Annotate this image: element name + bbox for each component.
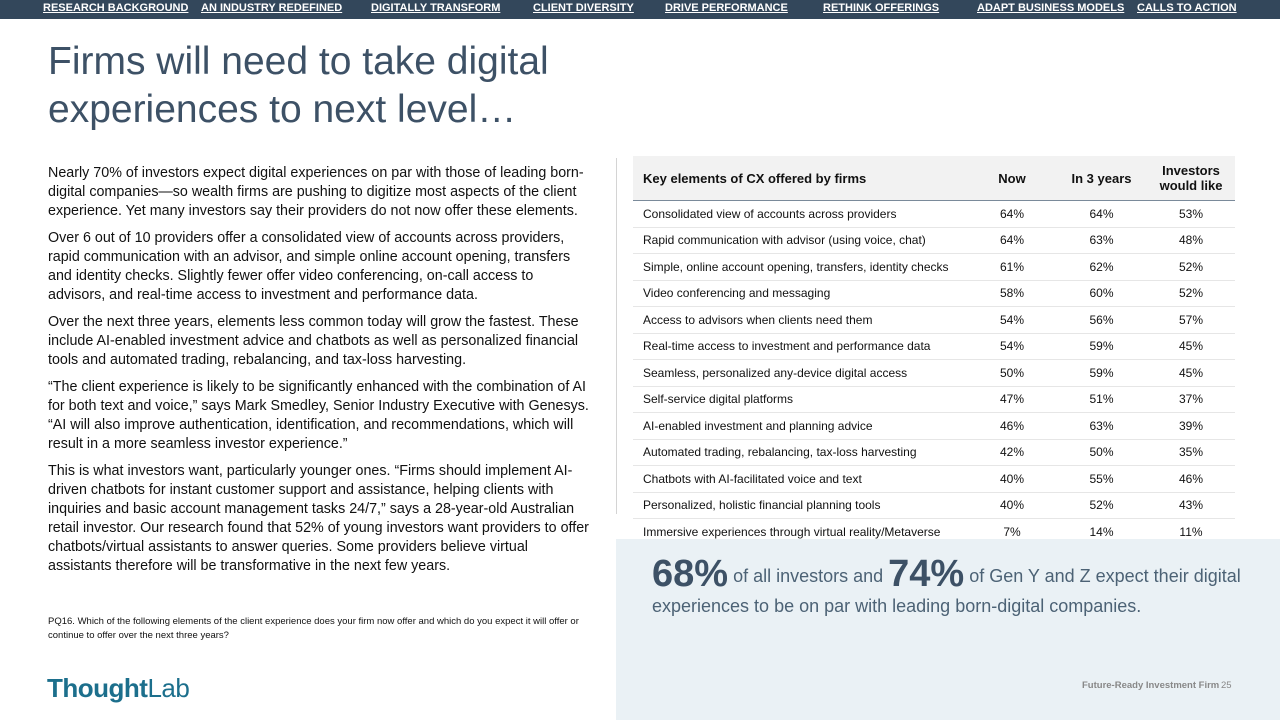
table-cell-3-years: 51% (1056, 386, 1147, 413)
nav-calls-to-action[interactable]: CALLS TO ACTION (1137, 2, 1237, 14)
nav-research-background[interactable]: RESEARCH BACKGROUND (43, 2, 189, 14)
stat-gen-yz: 74% (888, 553, 965, 595)
table-row: Real-time access to investment and perfo… (633, 333, 1235, 360)
table-header-row: Key elements of CX offered by firms Now … (633, 156, 1235, 201)
table-cell-element: Seamless, personalized any-device digita… (633, 359, 968, 387)
table-row: Self-service digital platforms 47% 51% 37% (633, 386, 1235, 413)
stat-callout: 68% of all investors and 74% of Gen Y an… (616, 539, 1280, 720)
page-title: Firms will need to take digital experien… (48, 40, 549, 131)
paragraph: This is what investors want, particularl… (48, 463, 589, 574)
table-cell-element: Real-time access to investment and perfo… (633, 333, 968, 360)
nav-digitally-transform[interactable]: DIGITALLY TRANSFORM (371, 2, 501, 14)
table-row: Automated trading, rebalancing, tax-loss… (633, 439, 1235, 466)
table-cell-investors-would-like: 37% (1147, 386, 1235, 413)
paragraph: Over the next three years, elements less… (48, 314, 579, 368)
column-header-3-years: In 3 years (1056, 156, 1147, 201)
table-cell-3-years: 52% (1056, 492, 1147, 519)
paragraph: Over 6 out of 10 providers offer a conso… (48, 230, 571, 303)
table-cell-element: Access to advisors when clients need the… (633, 306, 968, 334)
footnote: PQ16. Which of the following elements of… (48, 616, 579, 641)
table-cell-now: 40% (968, 492, 1056, 519)
table-cell-now: 40% (968, 465, 1056, 493)
nav-rethink-offerings[interactable]: RETHINK OFFERINGS (823, 2, 940, 14)
table-row: AI-enabled investment and planning advic… (633, 412, 1235, 440)
nav-adapt-business-models[interactable]: ADAPT BUSINESS MODELS (977, 2, 1125, 14)
table-row: Access to advisors when clients need the… (633, 306, 1235, 334)
table-cell-element: Self-service digital platforms (633, 386, 968, 413)
table-cell-investors-would-like: 45% (1147, 333, 1235, 360)
table-cell-element: Personalized, holistic financial plannin… (633, 492, 968, 519)
paragraph: Nearly 70% of investors expect digital e… (48, 165, 584, 219)
stat-all-investors: 68% (652, 553, 729, 595)
divider (616, 158, 617, 514)
table-cell-investors-would-like: 35% (1147, 439, 1235, 466)
table-row: Seamless, personalized any-device digita… (633, 359, 1235, 387)
table-cell-investors-would-like: 45% (1147, 359, 1235, 387)
callout-text: 68% of all investors and 74% of Gen Y an… (652, 553, 1241, 616)
table-cell-investors-would-like: 39% (1147, 412, 1235, 440)
table-cell-investors-would-like: 52% (1147, 280, 1235, 307)
table-cell-3-years: 64% (1056, 200, 1147, 228)
table-cell-3-years: 56% (1056, 306, 1147, 334)
paragraph: “The client experience is likely to be s… (48, 379, 589, 452)
nav-industry-redefined[interactable]: AN INDUSTRY REDEFINED (201, 2, 343, 14)
table-cell-element: Chatbots with AI-facilitated voice and t… (633, 465, 968, 493)
thoughtlab-logo: ThoughtLab (47, 673, 190, 703)
table-cell-investors-would-like: 48% (1147, 227, 1235, 254)
table-cell-3-years: 59% (1056, 359, 1147, 387)
cx-elements-table: Key elements of CX offered by firms Now … (633, 156, 1235, 546)
table-cell-investors-would-like: 53% (1147, 200, 1235, 228)
table-cell-now: 42% (968, 439, 1056, 466)
table-cell-now: 54% (968, 306, 1056, 334)
table-cell-3-years: 59% (1056, 333, 1147, 360)
table-cell-3-years: 50% (1056, 439, 1147, 466)
table-cell-element: Video conferencing and messaging (633, 280, 968, 307)
table-cell-element: AI-enabled investment and planning advic… (633, 412, 968, 440)
table-cell-now: 64% (968, 227, 1056, 254)
table-cell-element: Consolidated view of accounts across pro… (633, 200, 968, 228)
column-header-investors-would-like: Investors would like (1147, 156, 1235, 201)
table-cell-now: 47% (968, 386, 1056, 413)
column-header-element: Key elements of CX offered by firms (633, 156, 968, 201)
table-cell-now: 61% (968, 253, 1056, 281)
table-cell-now: 58% (968, 280, 1056, 307)
top-navigation: RESEARCH BACKGROUND AN INDUSTRY REDEFINE… (0, 0, 1280, 19)
table-cell-now: 50% (968, 359, 1056, 387)
table-cell-3-years: 63% (1056, 412, 1147, 440)
table-cell-3-years: 60% (1056, 280, 1147, 307)
table-row: Rapid communication with advisor (using … (633, 227, 1235, 254)
table-cell-3-years: 62% (1056, 253, 1147, 281)
table-cell-now: 54% (968, 333, 1056, 360)
table-cell-element: Automated trading, rebalancing, tax-loss… (633, 439, 968, 466)
table-cell-investors-would-like: 43% (1147, 492, 1235, 519)
table-cell-investors-would-like: 52% (1147, 253, 1235, 281)
table-cell-now: 46% (968, 412, 1056, 440)
table-cell-now: 64% (968, 200, 1056, 228)
body-text: Nearly 70% of investors expect digital e… (48, 164, 593, 584)
table-row: Consolidated view of accounts across pro… (633, 200, 1235, 228)
nav-client-diversity[interactable]: CLIENT DIVERSITY (533, 2, 634, 14)
nav-drive-performance[interactable]: DRIVE PERFORMANCE (665, 2, 788, 14)
table-row: Simple, online account opening, transfer… (633, 253, 1235, 281)
table-cell-element: Rapid communication with advisor (using … (633, 227, 968, 254)
table-cell-investors-would-like: 57% (1147, 306, 1235, 334)
table-cell-3-years: 63% (1056, 227, 1147, 254)
footer-label: Future-Ready Investment Firm (1082, 680, 1220, 691)
table-cell-element: Simple, online account opening, transfer… (633, 253, 968, 281)
table-row: Video conferencing and messaging 58% 60% 52… (633, 280, 1235, 307)
column-header-now: Now (968, 156, 1056, 201)
table-cell-3-years: 55% (1056, 465, 1147, 493)
table-row: Chatbots with AI-facilitated voice and t… (633, 465, 1235, 493)
page-number: 25 (1221, 680, 1232, 691)
table-row: Personalized, holistic financial plannin… (633, 492, 1235, 519)
table-cell-investors-would-like: 46% (1147, 465, 1235, 493)
